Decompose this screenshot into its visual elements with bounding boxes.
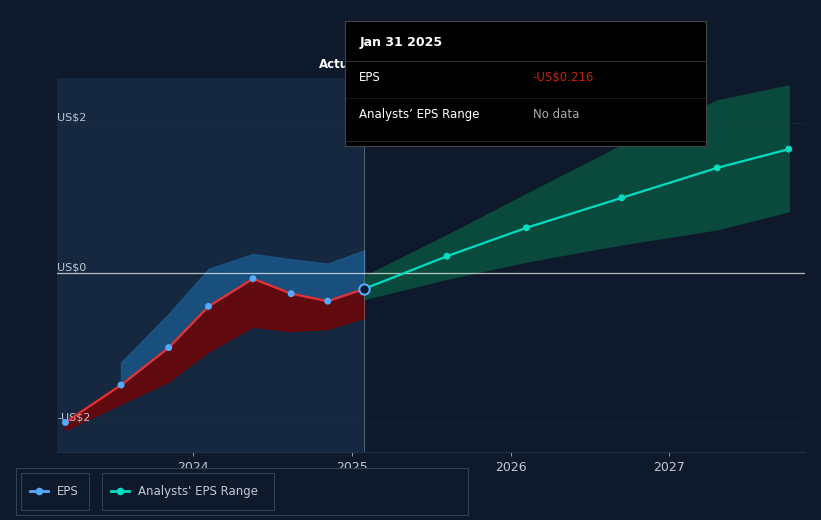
Point — [285, 290, 298, 298]
Point — [782, 145, 796, 153]
Text: Jan 31 2025: Jan 31 2025 — [360, 36, 443, 49]
Bar — [57, 78, 365, 452]
Bar — [21, 473, 89, 510]
Text: No data: No data — [533, 108, 579, 121]
Point — [59, 418, 72, 426]
Text: Actual: Actual — [319, 58, 360, 71]
Point — [114, 487, 127, 496]
Text: Analysts Forecasts: Analysts Forecasts — [368, 58, 478, 71]
Point — [520, 224, 533, 232]
Point — [321, 297, 334, 305]
Point — [33, 487, 46, 496]
Text: Analysts’ EPS Range: Analysts’ EPS Range — [360, 108, 479, 121]
Point — [114, 381, 127, 389]
Text: US$2: US$2 — [57, 113, 87, 123]
Point — [358, 285, 371, 293]
Text: US$0: US$0 — [57, 263, 87, 272]
Point — [615, 193, 628, 202]
Point — [246, 275, 259, 283]
Point — [163, 343, 176, 352]
Text: EPS: EPS — [57, 485, 79, 498]
Text: -US$2: -US$2 — [57, 412, 91, 422]
Point — [711, 164, 724, 172]
Text: Analysts' EPS Range: Analysts' EPS Range — [139, 485, 259, 498]
Text: EPS: EPS — [360, 71, 381, 84]
Text: -US$0.216: -US$0.216 — [533, 71, 594, 84]
Bar — [103, 473, 274, 510]
Point — [202, 302, 215, 310]
Point — [440, 252, 453, 261]
